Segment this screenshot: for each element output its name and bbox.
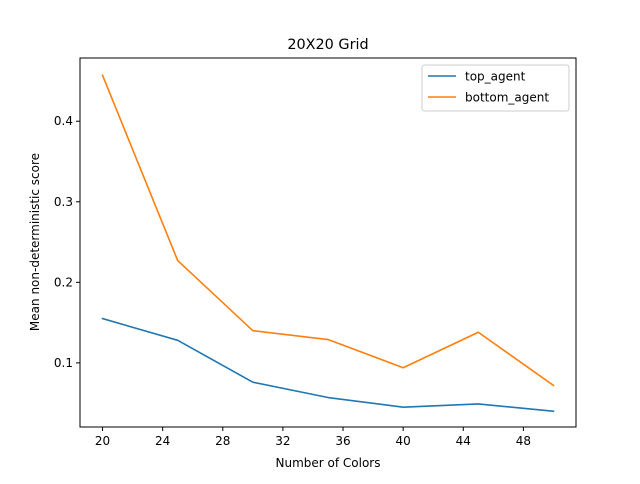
x-tick-label: 20	[95, 434, 110, 448]
series-line-top-agent	[101, 317, 555, 413]
series-line-bottom-agent	[101, 74, 555, 387]
chart-title: 20X20 Grid	[287, 37, 368, 53]
y-tick-label: 0.3	[54, 195, 73, 209]
x-tick-label: 48	[516, 434, 531, 448]
y-tick-label: 0.4	[54, 114, 73, 128]
x-tick-label: 40	[396, 434, 411, 448]
y-axis-label: Mean non-deterministic score	[28, 153, 42, 331]
x-tick-label: 32	[275, 434, 290, 448]
axes-frame	[79, 57, 577, 428]
y-axis: 0.1 0.2 0.3 0.4	[54, 114, 80, 370]
x-tick-label: 24	[155, 434, 170, 448]
x-tick-label: 44	[456, 434, 471, 448]
x-tick-label: 36	[335, 434, 350, 448]
legend-box	[421, 64, 570, 112]
legend: top_agent bottom_agent	[421, 64, 570, 112]
plot-content	[101, 74, 555, 413]
y-tick-label: 0.1	[54, 356, 73, 370]
x-tick-label: 28	[215, 434, 230, 448]
x-axis-label: Number of Colors	[276, 456, 381, 470]
legend-label-top-agent: top_agent	[465, 70, 526, 84]
y-tick-label: 0.2	[54, 275, 73, 289]
legend-label-bottom-agent: bottom_agent	[465, 91, 549, 105]
x-axis: 20 24 28 32 36 40 44 48	[95, 427, 531, 448]
